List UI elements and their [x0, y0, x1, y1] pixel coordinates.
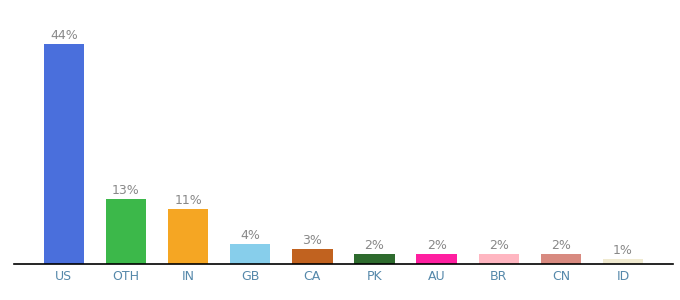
Bar: [230, 244, 271, 264]
Bar: [354, 254, 394, 264]
Bar: [292, 249, 333, 264]
Text: 44%: 44%: [50, 29, 78, 42]
Text: 3%: 3%: [303, 234, 322, 247]
Text: 1%: 1%: [613, 244, 633, 257]
Bar: [168, 209, 208, 264]
Bar: [44, 44, 84, 264]
Text: 2%: 2%: [489, 239, 509, 252]
Text: 13%: 13%: [112, 184, 140, 197]
Text: 11%: 11%: [174, 194, 202, 207]
Text: 2%: 2%: [426, 239, 447, 252]
Bar: [541, 254, 581, 264]
Bar: [603, 259, 643, 264]
Text: 2%: 2%: [364, 239, 384, 252]
Bar: [416, 254, 457, 264]
Text: 4%: 4%: [240, 229, 260, 242]
Bar: [479, 254, 519, 264]
Bar: [105, 199, 146, 264]
Text: 2%: 2%: [551, 239, 571, 252]
